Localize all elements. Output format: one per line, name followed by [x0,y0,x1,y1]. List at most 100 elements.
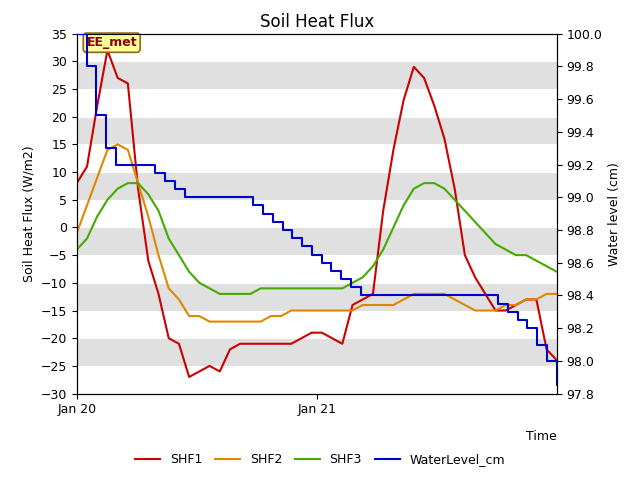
WaterLevel_cm [416,292,424,298]
SHF1 [73,180,81,186]
SHF1 [236,341,244,347]
SHF2 [134,180,142,186]
SHF2 [461,302,468,308]
WaterLevel_cm [278,227,286,233]
SHF2 [287,308,295,313]
SHF3 [543,264,550,269]
Bar [77,144,557,172]
SHF3 [165,236,173,241]
SHF2 [400,297,408,302]
WaterLevel_cm [230,194,237,200]
WaterLevel_cm [250,203,257,208]
WaterLevel_cm [553,383,561,388]
WaterLevel_cm [112,162,120,168]
SHF3 [155,208,163,214]
SHF3 [114,186,122,192]
SHF1 [277,341,285,347]
Line: SHF3: SHF3 [77,183,557,294]
WaterLevel_cm [180,194,188,200]
SHF3 [380,247,387,252]
SHF2 [328,308,336,313]
WaterLevel_cm [484,292,492,298]
SHF1 [380,208,387,214]
WaterLevel_cm [93,112,100,118]
SHF2 [440,291,448,297]
Legend: SHF1, SHF2, SHF3, WaterLevel_cm: SHF1, SHF2, SHF3, WaterLevel_cm [130,448,510,471]
SHF2 [257,319,264,324]
SHF1 [175,341,183,347]
SHF1 [512,302,520,308]
SHF3 [277,286,285,291]
Line: SHF1: SHF1 [77,50,557,377]
SHF3 [349,280,356,286]
SHF1 [124,81,132,86]
SHF3 [431,180,438,186]
WaterLevel_cm [494,301,502,307]
WaterLevel_cm [83,63,90,69]
SHF2 [236,319,244,324]
WaterLevel_cm [191,194,198,200]
Bar [77,89,557,117]
SHF2 [93,175,101,180]
SHF2 [431,291,438,297]
WaterLevel_cm [406,292,413,298]
SHF2 [512,302,520,308]
SHF1 [339,341,346,347]
Bar [77,61,557,89]
SHF1 [349,302,356,308]
SHF1 [226,347,234,352]
SHF2 [186,313,193,319]
SHF2 [246,319,254,324]
SHF2 [308,308,316,313]
SHF3 [134,180,142,186]
WaterLevel_cm [465,292,472,298]
WaterLevel_cm [337,276,345,282]
SHF1 [553,358,561,363]
SHF3 [481,230,489,236]
SHF2 [277,313,285,319]
WaterLevel_cm [200,194,208,200]
SHF2 [451,297,458,302]
SHF3 [369,264,377,269]
SHF1 [155,291,163,297]
SHF1 [532,297,540,302]
SHF3 [257,286,264,291]
SHF2 [349,308,356,313]
Bar [77,34,557,61]
WaterLevel_cm [328,268,335,274]
SHF3 [400,203,408,208]
SHF3 [410,186,418,192]
WaterLevel_cm [357,292,365,298]
SHF1 [359,297,367,302]
SHF2 [420,291,428,297]
SHF2 [216,319,223,324]
Bar [77,283,557,311]
WaterLevel_cm [132,162,140,168]
SHF1 [308,330,316,336]
SHF3 [339,286,346,291]
SHF2 [114,142,122,147]
SHF1 [502,308,509,313]
SHF1 [205,363,213,369]
SHF1 [522,297,530,302]
SHF1 [267,341,275,347]
WaterLevel_cm [298,243,306,249]
SHF1 [420,75,428,81]
WaterLevel_cm [445,292,453,298]
WaterLevel_cm [524,325,531,331]
SHF3 [195,280,203,286]
WaterLevel_cm [533,342,541,348]
SHF1 [328,336,336,341]
SHF2 [205,319,213,324]
SHF1 [114,75,122,81]
SHF2 [380,302,387,308]
SHF1 [134,186,142,192]
WaterLevel_cm [141,162,149,168]
SHF3 [451,197,458,203]
SHF3 [461,208,468,214]
SHF3 [390,225,397,230]
WaterLevel_cm [102,145,110,151]
WaterLevel_cm [387,292,394,298]
SHF1 [543,347,550,352]
SHF2 [195,313,203,319]
